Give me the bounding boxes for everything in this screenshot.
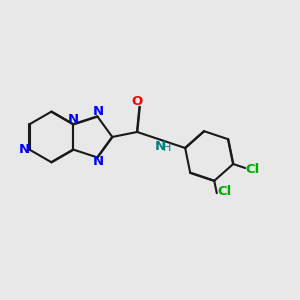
- Text: N: N: [68, 113, 79, 126]
- Text: O: O: [131, 95, 143, 108]
- Text: Cl: Cl: [217, 185, 232, 198]
- Text: N: N: [93, 105, 104, 119]
- Text: N: N: [19, 143, 30, 156]
- Text: N: N: [93, 155, 104, 169]
- Text: N: N: [154, 140, 165, 153]
- Text: Cl: Cl: [246, 163, 260, 176]
- Text: H: H: [163, 143, 172, 153]
